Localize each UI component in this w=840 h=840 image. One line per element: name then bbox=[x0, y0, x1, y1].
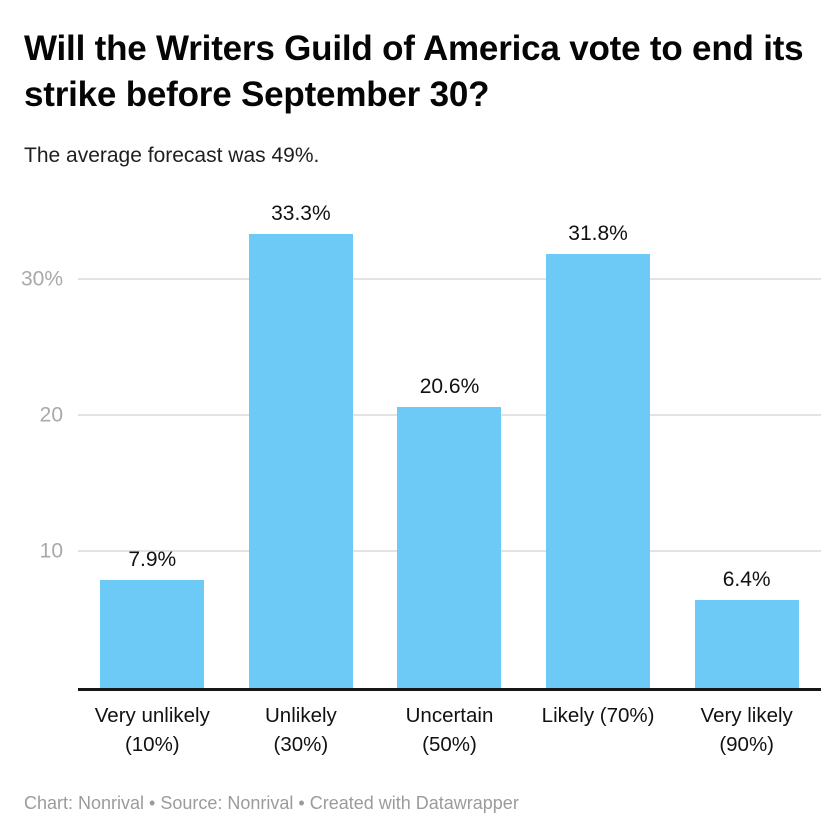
bar bbox=[100, 579, 205, 688]
gridline bbox=[78, 277, 821, 280]
bar-column: 33.3% bbox=[227, 188, 376, 688]
bar bbox=[248, 233, 353, 688]
x-axis-label: Likely (70%) bbox=[541, 703, 655, 727]
bar-columns: 7.9% 33.3% 20.6% 31.8% 6.4% bbox=[78, 188, 821, 688]
bar-value-label: 33.3% bbox=[271, 201, 331, 225]
bar-column: 31.8% bbox=[524, 188, 673, 688]
bar-value-label: 31.8% bbox=[568, 222, 628, 246]
bar bbox=[546, 254, 651, 688]
attribution-footer: Chart: Nonrival • Source: Nonrival • Cre… bbox=[24, 793, 519, 814]
bar-value-label: 6.4% bbox=[722, 568, 771, 592]
bar bbox=[397, 406, 502, 688]
bar-value-label: 20.6% bbox=[419, 374, 480, 398]
bar bbox=[694, 600, 799, 688]
x-axis-labels: Very unlikely (10%) Unlikely (30%) Uncerta… bbox=[78, 691, 821, 761]
x-axis-label: Unlikely (30%) bbox=[265, 703, 337, 757]
chart-subtitle: The average forecast was 49%. bbox=[24, 144, 320, 168]
bar-column: 6.4% bbox=[672, 188, 821, 688]
x-axis-label: Uncertain (50%) bbox=[405, 703, 494, 757]
page-title: Will the Writers Guild of America vote t… bbox=[24, 29, 804, 115]
x-axis-baseline bbox=[78, 687, 821, 691]
y-tick-label: 20 bbox=[39, 403, 63, 427]
y-tick-label: 30% bbox=[20, 267, 63, 291]
bar-column: 7.9% bbox=[78, 188, 227, 688]
y-tick-label: 10 bbox=[39, 539, 63, 563]
x-axis-label: Very unlikely (10%) bbox=[94, 703, 210, 757]
bar-value-label: 7.9% bbox=[128, 547, 177, 571]
plot-area: 7.9% 33.3% 20.6% 31.8% 6.4% 10 20 30% bbox=[21, 188, 821, 691]
x-axis-label: Very likely (90%) bbox=[700, 703, 793, 757]
bar-chart: 7.9% 33.3% 20.6% 31.8% 6.4% 10 20 30% Very unl… bbox=[0, 188, 840, 761]
bar-column: 20.6% bbox=[375, 188, 524, 688]
chart-header: Will the Writers Guild of America vote t… bbox=[0, 0, 840, 169]
